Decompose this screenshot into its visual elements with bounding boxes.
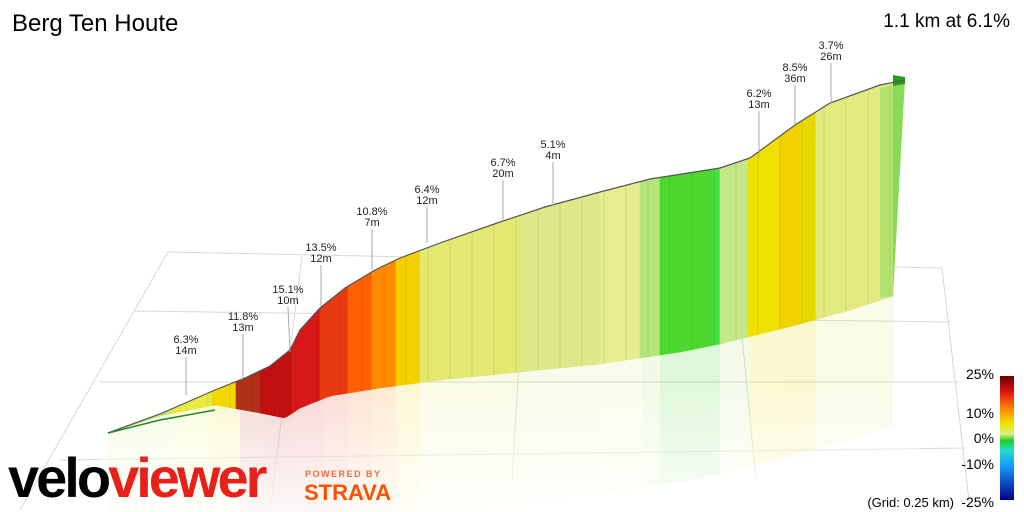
segment-length-label: 7m bbox=[364, 217, 379, 229]
logo-velo: velo bbox=[8, 446, 111, 509]
segment-gradient-label: 8.5% bbox=[782, 62, 807, 74]
segment-length-label: 10m bbox=[277, 295, 298, 307]
grid-note: (Grid: 0.25 km) bbox=[867, 495, 954, 510]
segment-gradient-label: 6.7% bbox=[490, 157, 515, 169]
segment-length-label: 20m bbox=[492, 168, 513, 180]
segment-gradient-label: 10.8% bbox=[356, 206, 387, 218]
segment-length-label: 13m bbox=[748, 99, 769, 111]
veloviewer-logo: veloviewer bbox=[8, 446, 267, 509]
segment-gradient-label: 6.3% bbox=[173, 334, 198, 346]
powered-by-text: POWERED BY bbox=[305, 469, 382, 479]
segment-gradient-label: 13.5% bbox=[305, 242, 336, 254]
shadow-reflection bbox=[100, 296, 920, 512]
segment-length-label: 14m bbox=[175, 345, 196, 357]
segment-gradient-label: 6.4% bbox=[414, 184, 439, 196]
strava-logo: STRAVA bbox=[304, 480, 392, 505]
scale-label-25: 25% bbox=[965, 366, 994, 382]
logo-viewer: viewer bbox=[108, 446, 267, 509]
segment-title: Berg Ten Houte bbox=[12, 10, 179, 37]
segment-summary: 1.1 km at 6.1% bbox=[883, 11, 1010, 32]
segment-gradient-label: 15.1% bbox=[272, 284, 303, 296]
segment-length-label: 36m bbox=[784, 73, 805, 85]
segment-length-label: 13m bbox=[232, 322, 253, 334]
profile-wall bbox=[107, 75, 906, 434]
segment-gradient-label: 3.7% bbox=[818, 40, 843, 52]
scale-label-neg10: -10% bbox=[961, 456, 994, 472]
gradient-scale-bar bbox=[1000, 376, 1014, 500]
segment-leaders: 6.3%14m11.8%13m15.1%10m13.5%12m10.8%7m6.… bbox=[173, 40, 844, 395]
segment-length-label: 26m bbox=[820, 51, 841, 63]
scale-label-10: 10% bbox=[965, 405, 994, 421]
segment-leader-line bbox=[287, 306, 291, 353]
segment-gradient-label: 11.8% bbox=[228, 311, 259, 323]
segment-gradient-label: 6.2% bbox=[746, 88, 771, 100]
segment-length-label: 12m bbox=[310, 253, 331, 265]
segment-gradient-label: 5.1% bbox=[540, 139, 565, 151]
scale-label-0: 0% bbox=[973, 430, 994, 446]
segment-length-label: 4m bbox=[545, 150, 560, 162]
scale-label-neg25: -25% bbox=[961, 494, 994, 510]
segment-length-label: 12m bbox=[416, 195, 437, 207]
